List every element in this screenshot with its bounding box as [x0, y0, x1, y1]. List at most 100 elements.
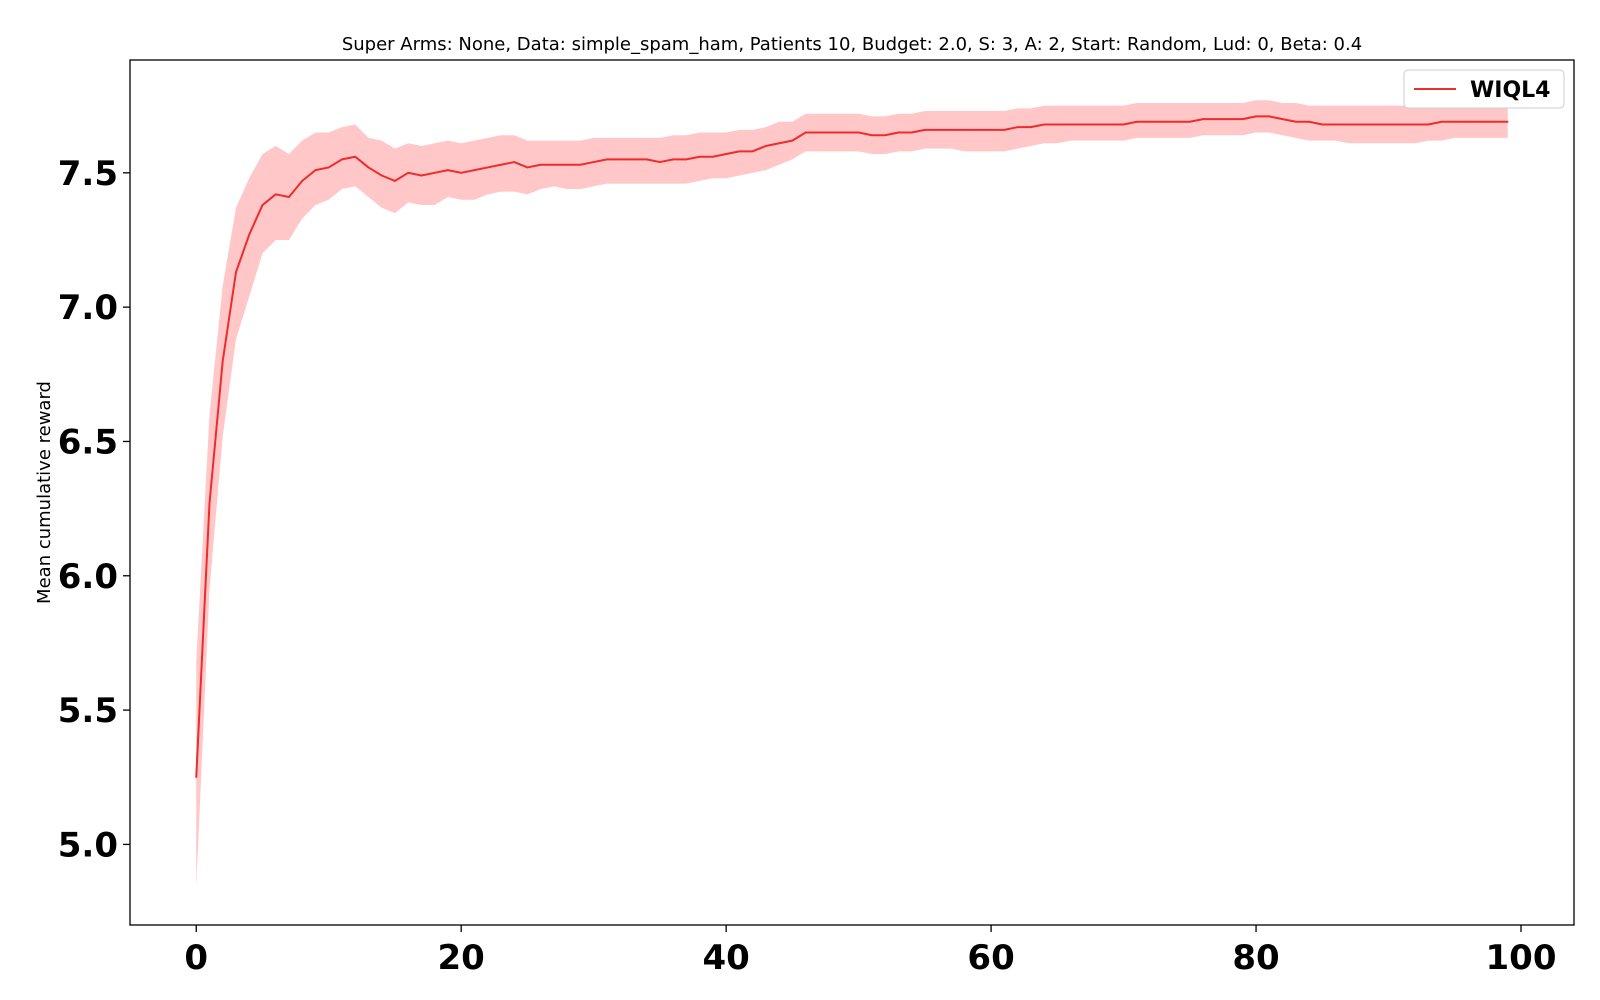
- data-point: [274, 193, 277, 196]
- data-point: [977, 129, 979, 131]
- data-point: [990, 129, 992, 131]
- data-point: [1228, 118, 1231, 120]
- data-point: [526, 166, 529, 169]
- data-point: [1414, 123, 1416, 126]
- plot-frame: [129, 59, 1575, 926]
- data-point: [698, 155, 701, 158]
- data-point: [632, 158, 635, 161]
- data-point: [394, 180, 396, 182]
- data-point: [738, 150, 741, 153]
- x-tick-label: 0: [184, 938, 208, 978]
- data-point: [1400, 123, 1403, 126]
- data-point: [1215, 118, 1218, 120]
- data-point: [844, 131, 847, 134]
- data-point: [314, 169, 317, 171]
- data-point: [1308, 120, 1310, 123]
- data-point: [712, 155, 714, 158]
- data-point: [659, 161, 661, 163]
- x-tick-label: 60: [967, 938, 1014, 978]
- data-point: [1387, 123, 1390, 126]
- data-point: [447, 169, 449, 171]
- data-point: [473, 169, 476, 171]
- data-point: [1255, 115, 1257, 118]
- data-point: [433, 172, 436, 174]
- x-tick-label: 80: [1232, 938, 1279, 978]
- data-point: [725, 153, 727, 155]
- chart-title: Super Arms: None, Data: simple_spam_ham,…: [342, 34, 1362, 55]
- data-point: [1056, 123, 1059, 126]
- data-point: [261, 204, 264, 206]
- data-point: [950, 129, 953, 131]
- data-point: [910, 131, 913, 134]
- y-axis-label: Mean cumulative reward: [34, 381, 55, 604]
- data-point: [857, 131, 860, 134]
- data-point: [1493, 120, 1496, 123]
- data-point: [592, 161, 595, 163]
- data-point: [1136, 120, 1138, 123]
- data-point: [1467, 120, 1469, 123]
- data-point: [460, 172, 462, 174]
- data-point: [619, 158, 621, 161]
- data-point: [1096, 123, 1098, 126]
- data-point: [1334, 123, 1337, 126]
- x-tick-label: 40: [702, 938, 749, 978]
- data-point: [778, 142, 780, 145]
- data-point: [354, 155, 357, 158]
- data-point: [1016, 126, 1019, 128]
- data-point: [672, 158, 674, 161]
- data-point: [1189, 120, 1191, 123]
- data-point: [380, 174, 383, 177]
- confidence-band: [196, 100, 1508, 888]
- data-point: [606, 158, 608, 161]
- y-tick-label: 7.0: [58, 288, 118, 328]
- data-point: [1453, 120, 1456, 123]
- data-point: [579, 163, 582, 166]
- data-point: [765, 145, 767, 147]
- data-point: [1321, 123, 1324, 126]
- data-point: [804, 131, 807, 134]
- data-point: [1149, 120, 1151, 123]
- legend-label: WIQL4: [1470, 78, 1550, 103]
- y-tick-label: 6.0: [58, 557, 118, 597]
- data-point: [1440, 120, 1443, 123]
- data-point: [937, 129, 939, 131]
- plot-area: [195, 100, 1509, 888]
- data-point: [248, 233, 251, 236]
- legend-box: [1403, 69, 1565, 109]
- legend: WIQL4: [1403, 69, 1565, 109]
- data-point: [645, 158, 648, 161]
- data-point: [924, 129, 926, 131]
- data-point: [301, 180, 304, 182]
- data-point: [1506, 120, 1509, 123]
- data-point: [871, 134, 873, 137]
- data-point: [1427, 123, 1430, 126]
- series-line: [195, 115, 1508, 778]
- data-point: [1083, 123, 1085, 126]
- axes: 0 20 40 60 80 100 5.0 5.5 6.0 6.5 7.0 7.5: [58, 59, 1575, 978]
- data-point: [1030, 126, 1032, 128]
- data-point: [420, 174, 423, 177]
- data-point: [341, 158, 343, 161]
- data-point: [963, 129, 966, 131]
- data-point: [208, 502, 211, 505]
- data-point: [327, 166, 330, 169]
- data-point: [831, 131, 833, 134]
- data-point: [1202, 118, 1204, 120]
- x-tick-label: 100: [1486, 938, 1557, 978]
- data-point: [500, 163, 502, 166]
- data-point: [553, 163, 555, 166]
- data-point: [1268, 115, 1271, 118]
- data-point: [1374, 123, 1377, 126]
- data-point: [1242, 118, 1244, 120]
- data-point: [1480, 120, 1483, 123]
- data-point: [367, 166, 370, 169]
- data-point: [235, 271, 237, 274]
- data-point: [566, 163, 568, 166]
- data-point: [685, 158, 688, 161]
- data-point: [884, 134, 886, 137]
- x-tick-label: 20: [438, 938, 485, 978]
- data-point: [1003, 129, 1006, 131]
- data-point: [221, 360, 224, 362]
- data-point: [818, 131, 820, 134]
